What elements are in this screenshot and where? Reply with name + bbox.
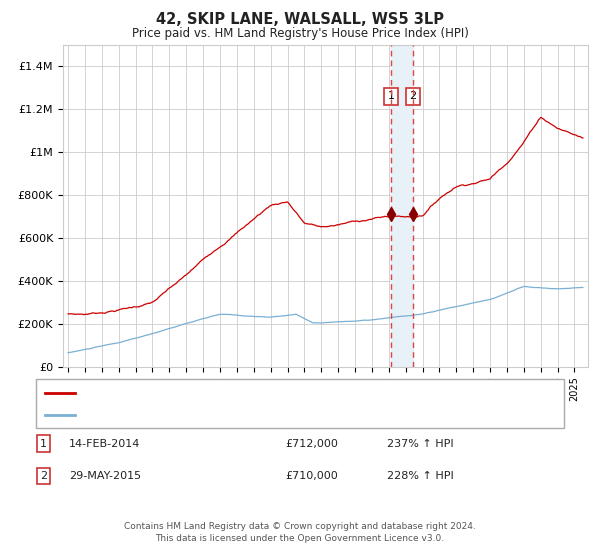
Text: 1: 1: [40, 438, 47, 449]
Text: 29-MAY-2015: 29-MAY-2015: [69, 471, 141, 481]
Text: 2: 2: [40, 471, 47, 481]
Bar: [391, 45, 413, 367]
Text: £712,000: £712,000: [285, 438, 338, 449]
Text: HPI: Average price, detached house, Walsall: HPI: Average price, detached house, Wals…: [81, 409, 322, 419]
Text: 2: 2: [409, 91, 416, 101]
Text: 228% ↑ HPI: 228% ↑ HPI: [387, 471, 454, 481]
Text: 42, SKIP LANE, WALSALL, WS5 3LP: 42, SKIP LANE, WALSALL, WS5 3LP: [156, 12, 444, 27]
Text: £710,000: £710,000: [285, 471, 338, 481]
Text: 237% ↑ HPI: 237% ↑ HPI: [387, 438, 454, 449]
Text: 14-FEB-2014: 14-FEB-2014: [69, 438, 140, 449]
Text: Price paid vs. HM Land Registry's House Price Index (HPI): Price paid vs. HM Land Registry's House …: [131, 27, 469, 40]
Text: Contains HM Land Registry data © Crown copyright and database right 2024.: Contains HM Land Registry data © Crown c…: [124, 522, 476, 531]
Text: 42, SKIP LANE, WALSALL, WS5 3LP (detached house): 42, SKIP LANE, WALSALL, WS5 3LP (detache…: [81, 388, 370, 398]
Text: This data is licensed under the Open Government Licence v3.0.: This data is licensed under the Open Gov…: [155, 534, 445, 543]
Text: 1: 1: [388, 91, 394, 101]
